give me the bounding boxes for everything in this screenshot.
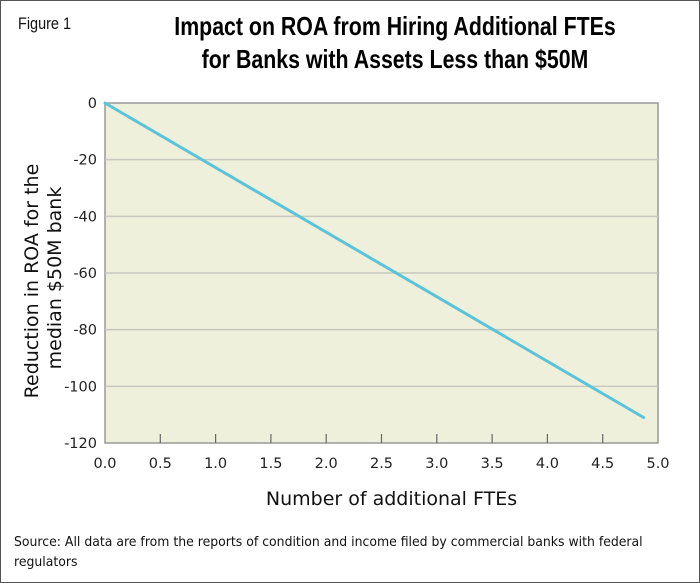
x-axis-ticks <box>159 434 604 443</box>
y-axis-title-line-1: Reduction in ROA for the <box>21 164 43 399</box>
x-tick-label: 2.5 <box>370 456 393 472</box>
x-tick-label: 3.5 <box>481 456 504 472</box>
chart-title-line-1: Impact on ROA from Hiring Additional FTE… <box>174 11 616 41</box>
y-tick-label: -80 <box>73 323 97 339</box>
x-axis-tick-labels: 0.0 0.5 1.0 1.5 2.0 2.5 3.0 3.5 4.0 4.5 5.0 <box>93 456 669 472</box>
x-tick-label: 3.0 <box>425 456 448 472</box>
x-tick-label: 1.0 <box>204 456 227 472</box>
x-tick-label: 2.0 <box>315 456 338 472</box>
chart-title-line-2: for Banks with Assets Less than $50M <box>201 44 589 74</box>
x-tick-label: 5.0 <box>646 456 669 472</box>
figure-label: Figure 1 <box>18 14 72 33</box>
x-axis-title: Number of additional FTEs <box>266 488 517 510</box>
series-line <box>103 101 646 419</box>
y-tick-label: -120 <box>64 436 97 452</box>
chart-title: Impact on ROA from Hiring Additional FTE… <box>153 10 637 76</box>
y-axis-title-line-2: median $50M bank <box>44 187 66 370</box>
y-axis-tick-labels: 0 -20 -40 -60 -80 -100 -120 <box>64 96 97 452</box>
x-tick-label: 0.5 <box>149 456 172 472</box>
series-lines <box>103 101 646 419</box>
y-axis-title: Reduction in ROA for the median $50M ban… <box>21 158 66 399</box>
x-tick-label: 0.0 <box>93 456 116 472</box>
y-tick-label: -100 <box>64 379 97 395</box>
gridlines <box>105 158 658 388</box>
x-tick-label: 1.5 <box>259 456 282 472</box>
y-tick-label: -60 <box>73 266 97 282</box>
x-tick-label: 4.5 <box>591 456 614 472</box>
y-tick-label: 0 <box>88 96 97 112</box>
source-note: Source: All data are from the reports of… <box>14 535 643 570</box>
y-tick-label: -40 <box>73 209 97 225</box>
y-tick-label: -20 <box>73 153 97 169</box>
x-tick-label: 4.0 <box>536 456 559 472</box>
